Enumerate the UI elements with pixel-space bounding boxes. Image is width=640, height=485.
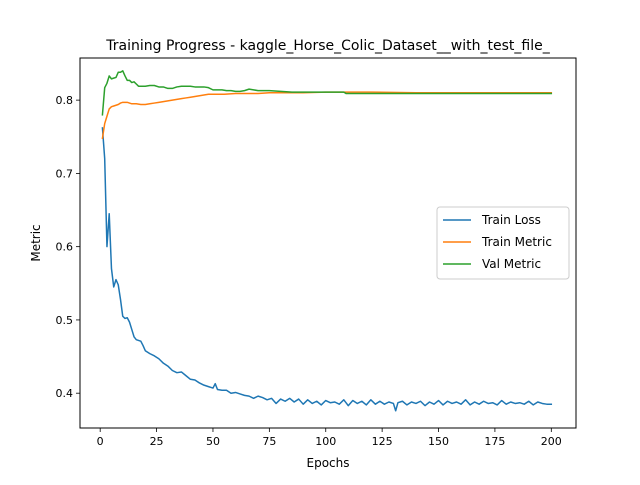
legend-label: Train Loss: [481, 213, 541, 227]
y-tick-label: 0.4: [56, 387, 74, 400]
x-axis-ticks: 0 25 50 75 100 125 150 175 200: [97, 428, 562, 448]
series-line-val-metric: [101, 70, 553, 116]
series-layer: [101, 70, 553, 412]
y-tick-label: 0.8: [56, 94, 74, 107]
x-tick-label: 150: [428, 435, 449, 448]
series-line-train-loss: [101, 127, 553, 412]
y-tick-label: 0.7: [56, 167, 74, 180]
x-tick-label: 200: [541, 435, 562, 448]
x-tick-label: 100: [315, 435, 336, 448]
y-tick-label: 0.6: [56, 241, 74, 254]
x-axis-label: Epochs: [307, 456, 350, 470]
x-tick-label: 175: [484, 435, 505, 448]
x-tick-label: 0: [97, 435, 104, 448]
legend: Train Loss Train Metric Val Metric: [436, 206, 570, 280]
y-axis-ticks: 0.4 0.5 0.6 0.7 0.8: [56, 94, 80, 400]
legend-label: Val Metric: [482, 257, 541, 271]
x-tick-label: 50: [206, 435, 220, 448]
chart-title: Training Progress - kaggle_Horse_Colic_D…: [105, 38, 550, 54]
y-tick-label: 0.5: [56, 314, 74, 327]
x-tick-label: 125: [372, 435, 393, 448]
x-tick-label: 75: [262, 435, 276, 448]
x-tick-label: 25: [150, 435, 164, 448]
legend-label: Train Metric: [481, 235, 552, 249]
y-axis-label: Metric: [29, 224, 43, 261]
axes-frame: [79, 57, 577, 429]
legend-box: [436, 206, 570, 280]
